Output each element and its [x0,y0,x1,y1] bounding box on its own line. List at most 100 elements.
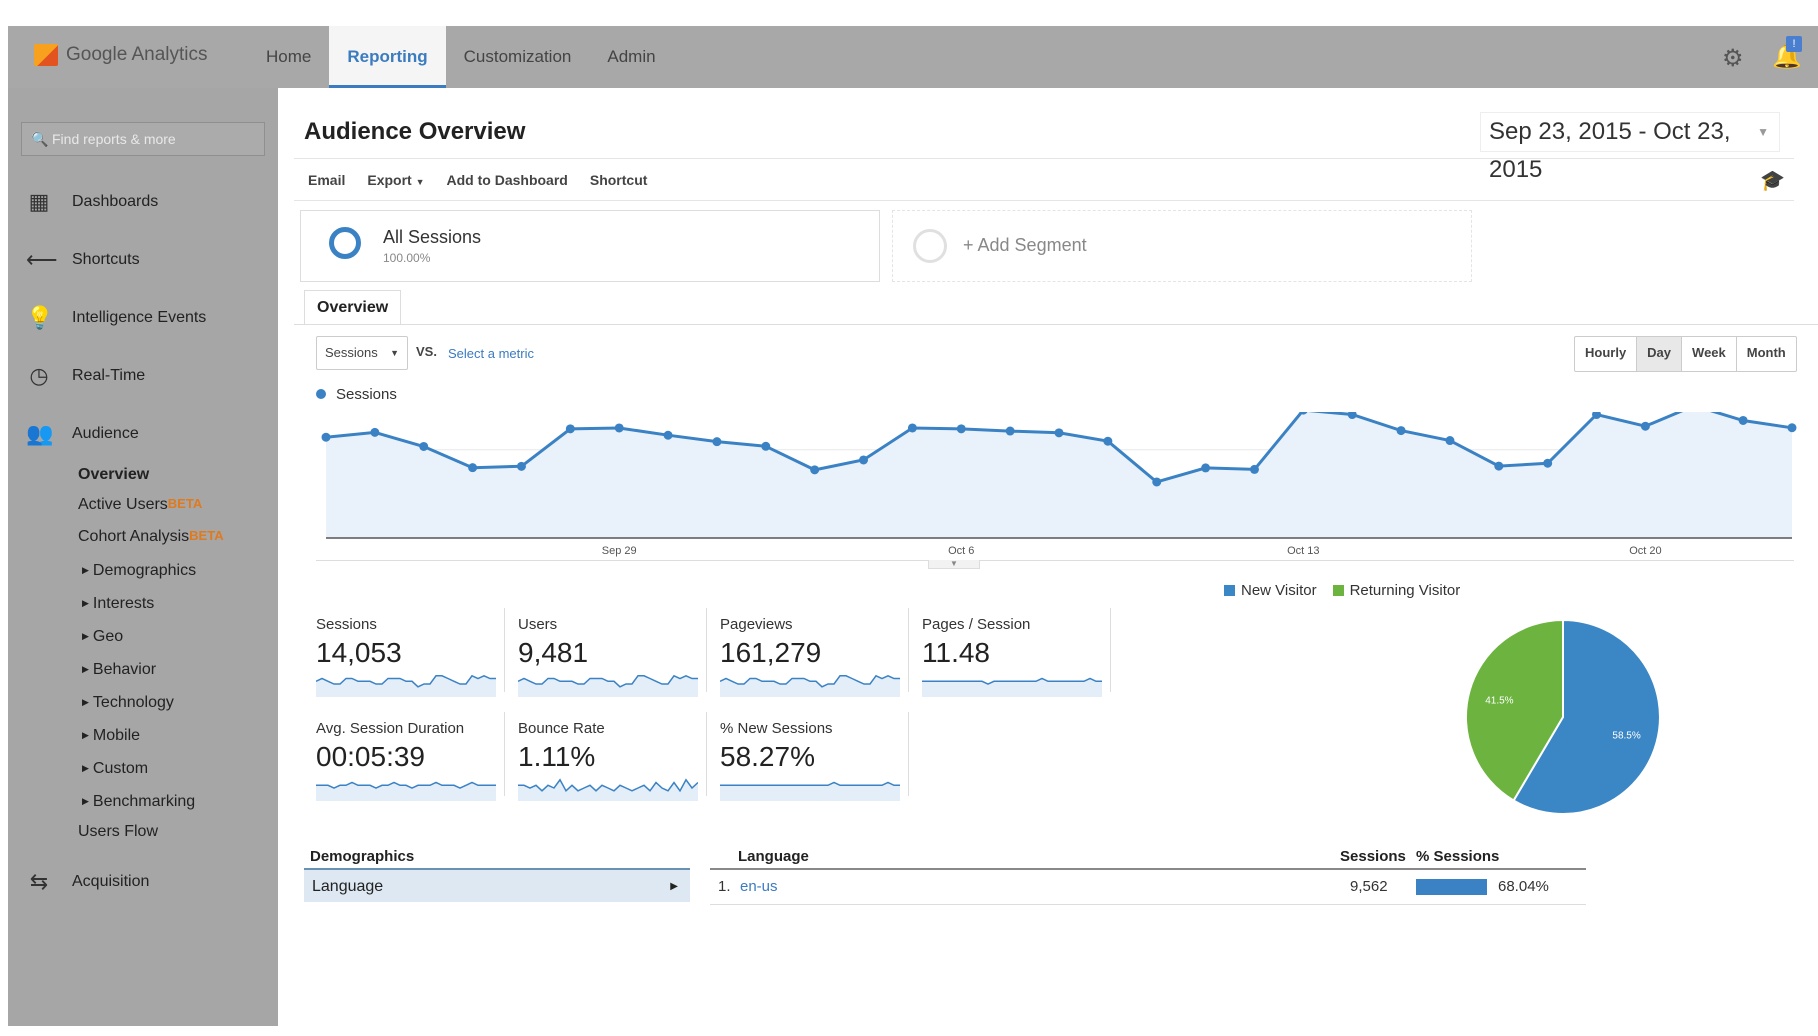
table-row: 1. en-us 9,562 68.04% [710,872,1586,902]
kpi-tile[interactable]: Avg. Session Duration 00:05:39 [316,720,506,801]
legend-label: Sessions [336,386,397,403]
sidebar-group-mobile[interactable]: ▶ Mobile [82,727,140,745]
data-point[interactable] [1494,461,1504,471]
tab-customization[interactable]: Customization [463,47,572,66]
data-point[interactable] [1787,423,1797,433]
caret-right-icon: ▶ [82,598,89,608]
sidebar-sub-active-users[interactable]: Active UsersBETA [78,496,202,514]
data-point[interactable] [1054,428,1064,438]
sidebar-item-dashboards[interactable]: ▦ Dashboards [8,182,278,222]
kpi-tile[interactable]: Sessions 14,053 [316,616,506,697]
segment-name: All Sessions [383,227,482,247]
data-point[interactable] [1738,415,1748,425]
data-point[interactable] [468,463,478,473]
page-title: Audience Overview [304,118,526,145]
legend-swatch [1332,585,1344,596]
select-metric-link[interactable]: Select a metric [448,346,534,361]
acquisition-arrows-icon: ⇆ [29,869,49,894]
kpi-tile[interactable]: Users 9,481 [518,616,708,697]
data-point[interactable] [859,455,869,465]
sidebar-group-custom[interactable]: ▶ Custom [82,760,148,778]
kpi-value: 1.11% [518,741,596,772]
sidebar-item-real-time[interactable]: ◷ Real-Time [8,356,278,396]
granularity-hourly-button[interactable]: Hourly [1585,345,1627,360]
granularity-week-button[interactable]: Week [1681,337,1736,371]
sidebar-group-geo[interactable]: ▶ Geo [82,628,123,646]
data-point[interactable] [1103,436,1113,446]
data-point[interactable] [663,430,673,440]
pie-slice[interactable] [1464,618,1564,802]
data-point[interactable] [1201,463,1211,473]
sidebar-item-acquisition[interactable]: ⇆ Acquisition [8,862,278,902]
kpi-tile[interactable]: Bounce Rate 1.11% [518,720,708,801]
sidebar-group-benchmarking[interactable]: ▶ Benchmarking [82,793,195,811]
visitor-pie-chart[interactable]: 58.5% 41.5% [1428,572,1698,842]
granularity-day-button[interactable]: Day [1636,337,1682,371]
data-point[interactable] [1347,412,1357,420]
data-point[interactable] [1005,426,1015,436]
pct-sessions-bar [1416,879,1487,895]
add-segment-button[interactable]: + Add Segment [892,210,1472,282]
data-point[interactable] [810,465,820,475]
tab-home[interactable]: Home [266,47,312,66]
tab-reporting[interactable]: Reporting [329,26,446,88]
data-point[interactable] [419,441,429,451]
data-point[interactable] [1299,412,1308,415]
language-link[interactable]: en-us [740,878,778,895]
logo[interactable]: Google Analytics [34,44,208,66]
sidebar-group-demographics[interactable]: ▶ Demographics [82,562,196,580]
tab-admin[interactable]: Admin [607,47,656,66]
demographics-language-row[interactable]: Language ▶ [304,868,690,902]
data-point[interactable] [1152,477,1162,487]
sidebar-item-label: Acquisition [72,873,150,890]
chart-resize-handle[interactable]: ▼ [928,560,980,569]
data-point[interactable] [516,461,526,471]
add-to-dashboard-button[interactable]: Add to Dashboard [446,172,568,188]
granularity-month-button[interactable]: Month [1735,337,1796,371]
data-point[interactable] [907,423,917,433]
metric-select[interactable]: Sessions ▼ [316,336,408,370]
kpi-tile[interactable]: Pages / Session 11.48 [922,616,1112,697]
sidebar-group-interests[interactable]: ▶ Interests [82,595,154,613]
tab-overview[interactable]: Overview [304,290,402,325]
data-point[interactable] [1249,464,1259,474]
shortcut-button[interactable]: Shortcut [589,172,648,188]
kpi-tile[interactable]: % New Sessions 58.27% [720,720,910,801]
data-point[interactable] [761,441,771,451]
sidebar-item-audience[interactable]: 👥 Audience [8,414,278,454]
data-point[interactable] [565,424,575,434]
export-button[interactable]: Export ▼ [367,172,424,188]
data-point[interactable] [614,423,624,433]
sidebar-sub-users-flow[interactable]: Users Flow [78,823,159,840]
search-input[interactable]: 🔍 Find reports & more [21,122,265,156]
caret-right-icon: ▶ [82,565,89,575]
segment-all-sessions[interactable]: All Sessions 100.00% [300,210,880,282]
data-point[interactable] [1445,436,1455,446]
sidebar-group-technology[interactable]: ▶ Technology [82,694,174,712]
data-point[interactable] [956,424,966,434]
pie-slice-label: 58.5% [1612,730,1640,741]
sidebar-sub-cohort-analysis[interactable]: Cohort AnalysisBETA [78,528,224,546]
data-point[interactable] [321,432,331,442]
segment-ring-icon [329,227,361,259]
gear-icon[interactable]: ⚙ [1722,45,1744,72]
bell-icon[interactable]: 🔔! [1772,36,1802,70]
data-point[interactable] [1543,458,1553,468]
date-range-picker[interactable]: Sep 23, 2015 - Oct 23, 2015 ▼ [1480,112,1780,183]
data-point[interactable] [370,427,380,437]
shortcut-arrow-icon: ⟵ [26,247,58,272]
data-point[interactable] [1592,412,1602,420]
email-button[interactable]: Email [308,172,346,188]
kpi-tile[interactable]: Pageviews 161,279 [720,616,910,697]
sidebar-group-behavior[interactable]: ▶ Behavior [82,661,156,679]
sidebar-item-intelligence-events[interactable]: 💡 Intelligence Events [8,298,278,338]
sidebar-sub-overview[interactable]: Overview [78,466,150,483]
graduation-cap-icon[interactable]: 🎓 [1760,170,1785,192]
data-point[interactable] [1640,421,1650,431]
sidebar-item-shortcuts[interactable]: ⟵ Shortcuts [8,240,278,280]
data-point[interactable] [1396,426,1406,436]
data-point[interactable] [712,437,722,447]
kpi-label: Sessions [316,616,377,633]
pie-slice[interactable] [1512,618,1661,815]
